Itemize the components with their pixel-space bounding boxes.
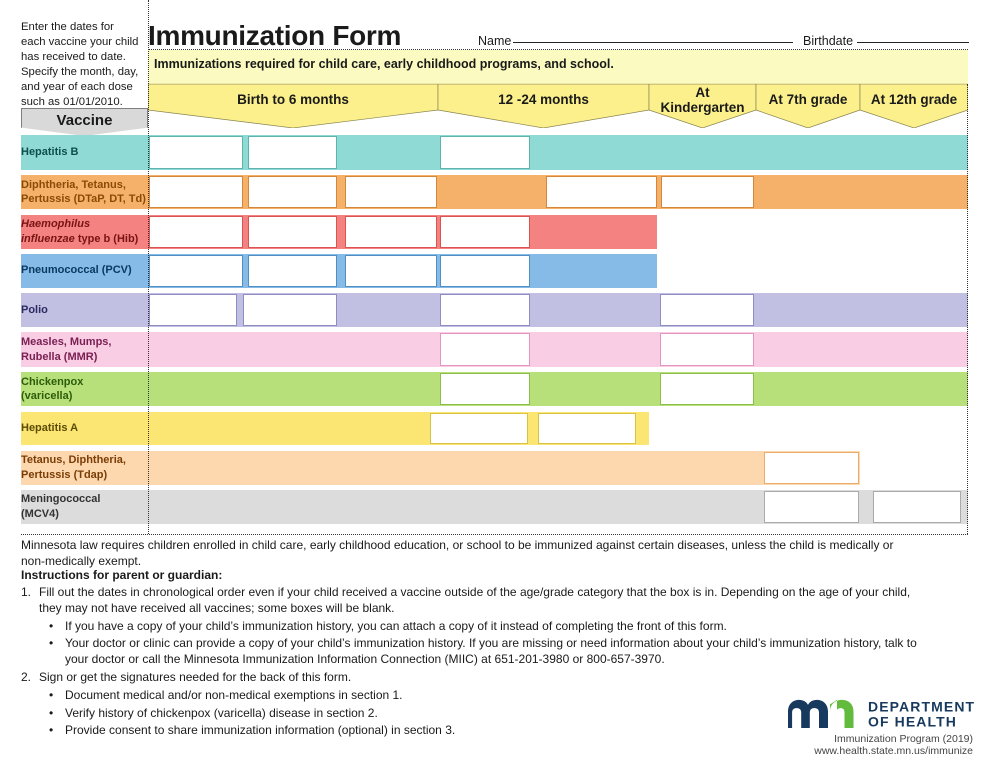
svg-text:OF HEALTH: OF HEALTH bbox=[868, 714, 957, 729]
svg-text:DEPARTMENT: DEPARTMENT bbox=[868, 699, 975, 715]
